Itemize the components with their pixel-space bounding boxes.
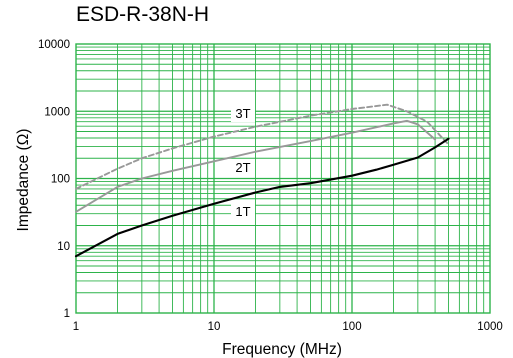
x-tick-label: 100 [342, 321, 361, 333]
series-labels: 3T 2T 1T [231, 106, 255, 220]
series-label-bg [231, 204, 255, 220]
x-tick-label: 10 [208, 321, 221, 333]
chart-title: ESD-R-38N-H [76, 3, 210, 26]
series-label-bg [231, 160, 255, 176]
series-label-2t: 2T [235, 160, 250, 175]
x-tick-label: 1000 [477, 321, 503, 333]
x-axis-label: Frequency (MHz) [222, 341, 342, 358]
series-lines [74, 103, 450, 258]
series-label-1t: 1T [235, 204, 250, 219]
y-tick-label: 100 [51, 174, 70, 186]
series-line-2t [75, 119, 437, 213]
y-tick-label: 10000 [38, 39, 70, 51]
y-axis-label: Impedance (Ω) [15, 129, 32, 232]
y-tick-label: 1000 [44, 106, 70, 118]
y-tick-label: 10 [57, 241, 70, 253]
y-tick-label: 1 [64, 308, 70, 320]
series-line-3t [75, 103, 450, 190]
series-label-3t: 3T [235, 106, 250, 121]
series-line-1t [74, 137, 450, 258]
grid [75, 43, 491, 314]
x-tick-label: 1 [73, 321, 79, 333]
tick-labels: 1 10 100 1000 1 10 100 1000 10000 [38, 39, 503, 333]
series-label-bg [231, 106, 255, 122]
